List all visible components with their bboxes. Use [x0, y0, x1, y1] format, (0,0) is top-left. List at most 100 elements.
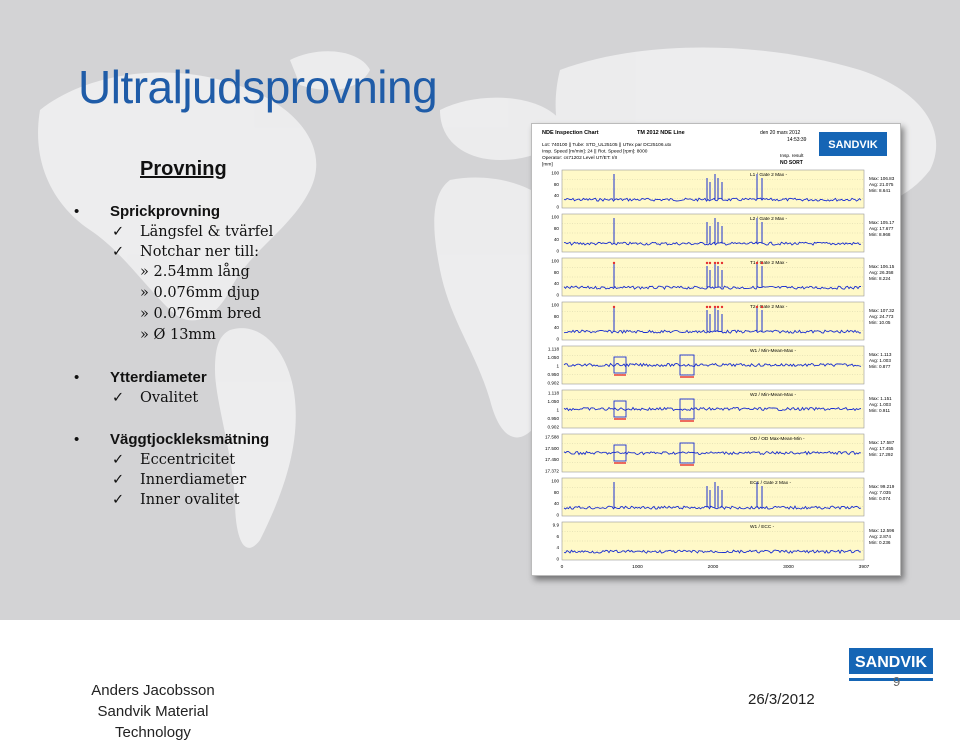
chart-stat: Min: 8.641: [869, 188, 891, 193]
chart-stat: Avg: 26.358: [869, 270, 894, 275]
sub-item: » 0.076mm djup: [140, 285, 260, 301]
chart-y-tick: 40: [554, 193, 560, 198]
chart-y-tick: 0.902: [548, 381, 560, 386]
chart-x-tick: 1000: [632, 564, 643, 570]
chart-y-tick: 17.500: [545, 446, 559, 451]
chart-flag-point: [705, 261, 709, 265]
chart-y-tick: 17.450: [545, 457, 559, 462]
chart-stat: Max: 106.83: [869, 176, 895, 181]
chart-flag-point: [713, 305, 717, 309]
chart-stat: Max: 99.219: [869, 484, 895, 489]
check-item: ✓ Ovalitet: [112, 390, 199, 406]
chart-y-tick: 100: [551, 303, 559, 308]
chart-title: NDE Inspection Chart: [542, 130, 599, 136]
nde-inspection-chart: NDE Inspection Chart TM 2012 NDE Line den …: [531, 123, 901, 576]
chart-y-tick: 40: [554, 237, 560, 242]
chart-stat: Max: 106.15: [869, 264, 895, 269]
chart-stat: Max: 1.151: [869, 396, 892, 401]
chart-flag-point: [720, 305, 724, 309]
chart-flag-point: [720, 261, 724, 265]
chart-y-tick: 80: [554, 182, 560, 187]
chart-flag-point: [708, 305, 712, 309]
chart-result-value: NO SORT: [780, 160, 803, 166]
sub-item: » Ø 13mm: [140, 327, 216, 343]
svg-text:SANDVIK: SANDVIK: [855, 654, 927, 671]
chart-flag-point: [612, 305, 616, 309]
chart-system: TM 2012 NDE Line: [637, 130, 685, 136]
chart-stat: Avg: 21.075: [869, 182, 894, 187]
chart-y-tick: 80: [554, 226, 560, 231]
check-item: ✓ Notchar ner till:: [112, 244, 259, 260]
chart-stat: Max: 105.17: [869, 220, 895, 225]
chart-stat: Min: 17.292: [869, 452, 893, 457]
chart-y-tick: 17.372: [545, 469, 559, 474]
chart-y-tick: 40: [554, 325, 560, 330]
check-icon: ✓: [112, 452, 125, 468]
chart-y-tick: 0: [556, 249, 559, 254]
chart-flag-point: [755, 261, 759, 265]
chart-panel-label: W2 / Min-Mean-Max -: [750, 392, 797, 398]
bullet-list: Sprickprovning ✓Längsfel & tvärfel ✓Notc…: [74, 202, 273, 510]
chart-step-block: [613, 444, 627, 462]
chart-stat: Min: 10.05: [869, 320, 891, 325]
sub-item: » 0.076mm bred: [140, 306, 262, 322]
slide-title: Ultraljudsprovning: [78, 61, 438, 113]
chart-y-tick: 1.118: [548, 347, 560, 352]
chart-stat: Max: 17.587: [869, 440, 895, 445]
chart-series-line: [563, 406, 862, 412]
chart-y-tick: 0: [556, 513, 559, 518]
chart-step-block: [613, 356, 627, 374]
chart-step-block: [679, 354, 695, 376]
chart-stat: Avg: 17.455: [869, 446, 894, 451]
chart-stat: Avg: 24.773: [869, 314, 894, 319]
chart-step-block: [679, 442, 695, 464]
chart-logo-text: SANDVIK: [828, 139, 878, 151]
chart-y-tick: 0: [556, 557, 559, 562]
chart-y-tick: 0: [556, 293, 559, 298]
check-item: ✓ Inner ovalitet: [112, 492, 240, 508]
chart-flag-point: [612, 261, 616, 265]
chart-header-line: Lot: 740100 || Tube: STD_UL25105 || UTex…: [542, 142, 672, 148]
chart-stat: Avg: 17.677: [869, 226, 894, 231]
check-item: ✓ Innerdiameter: [112, 472, 247, 488]
slide-subheading: Provning: [140, 158, 227, 180]
chart-flag-point: [716, 305, 720, 309]
chart-series-line: [563, 362, 862, 368]
chart-header-line: Operator: cs71202 Level UT/ET: I/II: [542, 155, 617, 161]
chart-step-block: [613, 400, 627, 418]
check-icon: ✓: [112, 472, 125, 488]
chart-header-line: [mm]: [542, 162, 553, 168]
check-icon: ✓: [112, 390, 125, 406]
chart-x-tick: 3000: [783, 564, 794, 570]
chart-y-tick: 1.118: [548, 391, 560, 396]
footer-org: Sandvik Material Technology: [97, 703, 209, 741]
footer-author-block: Anders Jacobsson Sandvik Material Techno…: [58, 680, 248, 743]
chart-series-line: [563, 505, 862, 510]
check-item: ✓ Eccentricitet: [112, 452, 236, 468]
chart-stat: Max: 1.113: [869, 352, 892, 357]
chart-y-tick: 0.950: [548, 372, 560, 377]
chart-y-tick: 17.588: [545, 435, 559, 440]
chart-stat: Max: 107.32: [869, 308, 895, 313]
chart-stat: Avg: 2.874: [869, 534, 891, 539]
chart-panel-label: OD / OD Max-Mean-Min -: [750, 436, 805, 442]
chart-flag-point: [713, 261, 717, 265]
chart-y-tick: 100: [551, 171, 559, 176]
chart-y-tick: 0: [556, 337, 559, 342]
chart-flag-point: [755, 305, 759, 309]
chart-panel-label: T1 / Gate 2 Max -: [750, 260, 788, 266]
chart-panel-label: T2 / Gate 2 Max -: [750, 304, 788, 310]
chart-flag-point: [705, 305, 709, 309]
chart-stat: Max: 12.596: [869, 528, 895, 533]
chart-stat: Min: 0.236: [869, 540, 891, 545]
chart-result-label: Insp. result: [780, 153, 804, 159]
chart-y-tick: 100: [551, 259, 559, 264]
chart-flag-point: [716, 261, 720, 265]
sandvik-logo: SANDVIK: [849, 648, 933, 692]
chart-x-tick: 3907: [859, 564, 870, 570]
bullet-ytterdiameter: Ytterdiameter: [74, 368, 273, 388]
chart-y-tick: 1.050: [548, 399, 560, 404]
chart-logo-box: [819, 132, 887, 156]
chart-stat: Min: 8.224: [869, 276, 891, 281]
chart-y-tick: 100: [551, 215, 559, 220]
